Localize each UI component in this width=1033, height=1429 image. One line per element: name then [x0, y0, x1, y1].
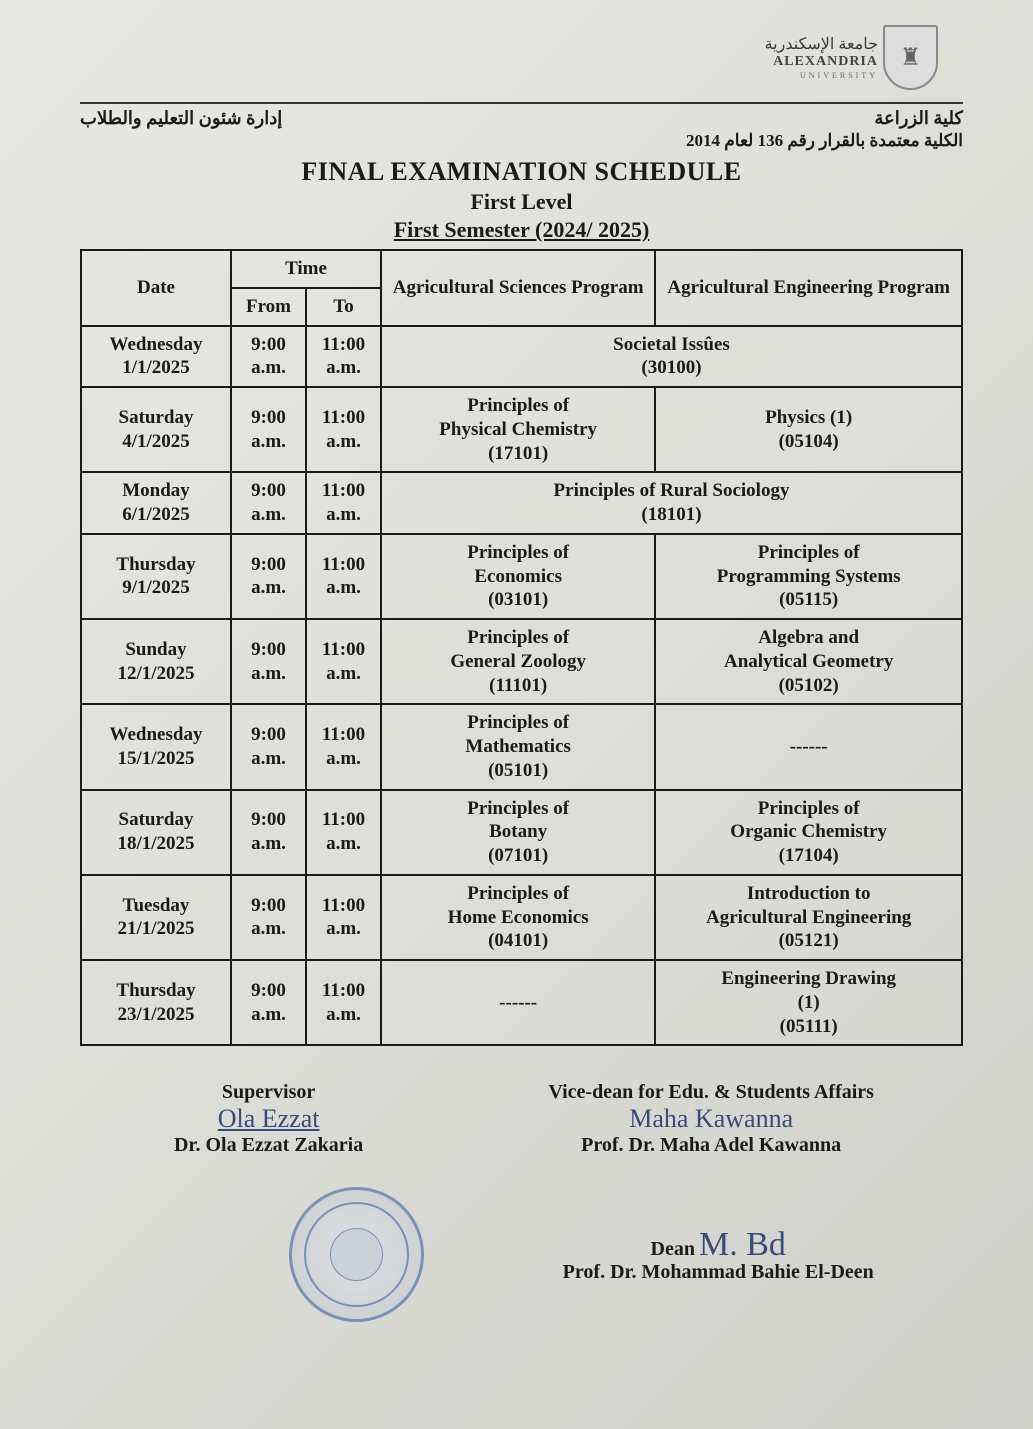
cell-course-prog1: Principles ofMathematics(05101) [381, 704, 655, 789]
university-arabic-name: جامعة الإسكندرية [765, 35, 878, 54]
dean-row: Dean M. Bd Prof. Dr. Mohammad Bahie El-D… [80, 1187, 963, 1322]
department-arabic: إدارة شئون التعليم والطلاب [80, 108, 282, 129]
signatures-row: Supervisor Ola Ezzat Dr. Ola Ezzat Zakar… [80, 1081, 963, 1157]
vice-dean-signature: Maha Kawanna [479, 1106, 943, 1132]
header-divider [80, 102, 963, 104]
table-row: Monday6/1/20259:00a.m.11:00a.m.Principle… [81, 472, 962, 534]
cell-course-prog1: Principles ofPhysical Chemistry(17101) [381, 387, 655, 472]
cell-date: Wednesday15/1/2025 [81, 704, 231, 789]
cell-to: 11:00a.m. [306, 704, 381, 789]
cell-course-prog2: ------ [655, 704, 962, 789]
university-english-sub: UNIVERSITY [765, 71, 878, 81]
supervisor-signature: Ola Ezzat [100, 1106, 437, 1132]
cell-to: 11:00a.m. [306, 326, 381, 388]
table-row: Sunday12/1/20259:00a.m.11:00a.m.Principl… [81, 619, 962, 704]
cell-course-prog2: Physics (1)(05104) [655, 387, 962, 472]
supervisor-title: Supervisor [100, 1081, 437, 1104]
title-semester: First Semester (2024/ 2025) [80, 217, 963, 243]
table-row: Thursday23/1/20259:00a.m.11:00a.m.------… [81, 960, 962, 1045]
university-english-name: ALEXANDRIA [765, 54, 878, 71]
header-row: إدارة شئون التعليم والطلاب كلية الزراعة [80, 108, 963, 129]
title-main: FINAL EXAMINATION SCHEDULE [80, 157, 963, 187]
dean-block: Dean M. Bd Prof. Dr. Mohammad Bahie El-D… [563, 1226, 874, 1284]
cell-to: 11:00a.m. [306, 472, 381, 534]
cell-date: Saturday18/1/2025 [81, 790, 231, 875]
th-time: Time [231, 250, 381, 288]
vice-dean-name: Prof. Dr. Maha Adel Kawanna [479, 1134, 943, 1157]
cell-course-prog2: Introduction toAgricultural Engineering(… [655, 875, 962, 960]
cell-from: 9:00a.m. [231, 534, 306, 619]
official-stamp-icon [289, 1187, 424, 1322]
cell-from: 9:00a.m. [231, 704, 306, 789]
cell-course-prog1: Principles ofHome Economics(04101) [381, 875, 655, 960]
cell-to: 11:00a.m. [306, 875, 381, 960]
cell-course-prog2: Engineering Drawing(1)(05111) [655, 960, 962, 1045]
table-row: Saturday4/1/20259:00a.m.11:00a.m.Princip… [81, 387, 962, 472]
cell-date: Wednesday1/1/2025 [81, 326, 231, 388]
cell-course-prog1: Principles ofGeneral Zoology(11101) [381, 619, 655, 704]
cell-from: 9:00a.m. [231, 619, 306, 704]
university-logo-block: جامعة الإسكندرية ALEXANDRIA UNIVERSITY ♜ [765, 25, 938, 90]
cell-course-prog1: Principles ofBotany(07101) [381, 790, 655, 875]
table-row: Saturday18/1/20259:00a.m.11:00a.m.Princi… [81, 790, 962, 875]
cell-course-merged: Principles of Rural Sociology(18101) [381, 472, 962, 534]
cell-from: 9:00a.m. [231, 790, 306, 875]
cell-to: 11:00a.m. [306, 790, 381, 875]
supervisor-block: Supervisor Ola Ezzat Dr. Ola Ezzat Zakar… [100, 1081, 437, 1157]
cell-course-prog2: Algebra andAnalytical Geometry(05102) [655, 619, 962, 704]
cell-date: Tuesday21/1/2025 [81, 875, 231, 960]
table-row: Wednesday15/1/20259:00a.m.11:00a.m.Princ… [81, 704, 962, 789]
cell-to: 11:00a.m. [306, 960, 381, 1045]
th-from: From [231, 288, 306, 326]
faculty-arabic: كلية الزراعة [874, 108, 963, 129]
cell-from: 9:00a.m. [231, 875, 306, 960]
cell-to: 11:00a.m. [306, 387, 381, 472]
university-shield-icon: ♜ [883, 25, 938, 90]
title-level: First Level [80, 189, 963, 215]
table-row: Tuesday21/1/20259:00a.m.11:00a.m.Princip… [81, 875, 962, 960]
th-prog1: Agricultural Sciences Program [381, 250, 655, 326]
dean-signature: M. Bd [699, 1228, 786, 1262]
cell-course-prog2: Principles ofProgramming Systems(05115) [655, 534, 962, 619]
vice-dean-block: Vice-dean for Edu. & Students Affairs Ma… [479, 1081, 943, 1157]
dean-title: Dean [651, 1238, 695, 1261]
cell-from: 9:00a.m. [231, 960, 306, 1045]
supervisor-name: Dr. Ola Ezzat Zakaria [100, 1134, 437, 1157]
cell-date: Sunday12/1/2025 [81, 619, 231, 704]
cell-date: Saturday4/1/2025 [81, 387, 231, 472]
university-name-text: جامعة الإسكندرية ALEXANDRIA UNIVERSITY [765, 35, 878, 81]
th-to: To [306, 288, 381, 326]
dean-name: Prof. Dr. Mohammad Bahie El-Deen [563, 1261, 874, 1284]
table-row: Wednesday1/1/20259:00a.m.11:00a.m.Societ… [81, 326, 962, 388]
table-row: Thursday9/1/20259:00a.m.11:00a.m.Princip… [81, 534, 962, 619]
cell-date: Monday6/1/2025 [81, 472, 231, 534]
cell-course-prog1: Principles ofEconomics(03101) [381, 534, 655, 619]
cell-date: Thursday9/1/2025 [81, 534, 231, 619]
accreditation-arabic: الكلية معتمدة بالقرار رقم 136 لعام 2014 [80, 131, 963, 151]
cell-to: 11:00a.m. [306, 619, 381, 704]
cell-to: 11:00a.m. [306, 534, 381, 619]
cell-date: Thursday23/1/2025 [81, 960, 231, 1045]
cell-course-prog1: ------ [381, 960, 655, 1045]
cell-from: 9:00a.m. [231, 387, 306, 472]
th-prog2: Agricultural Engineering Program [655, 250, 962, 326]
cell-from: 9:00a.m. [231, 472, 306, 534]
cell-course-merged: Societal Issûes(30100) [381, 326, 962, 388]
th-date: Date [81, 250, 231, 326]
cell-course-prog2: Principles ofOrganic Chemistry(17104) [655, 790, 962, 875]
title-block: FINAL EXAMINATION SCHEDULE First Level F… [80, 157, 963, 243]
vice-dean-title: Vice-dean for Edu. & Students Affairs [479, 1081, 943, 1104]
exam-schedule-table: Date Time Agricultural Sciences Program … [80, 249, 963, 1046]
cell-from: 9:00a.m. [231, 326, 306, 388]
